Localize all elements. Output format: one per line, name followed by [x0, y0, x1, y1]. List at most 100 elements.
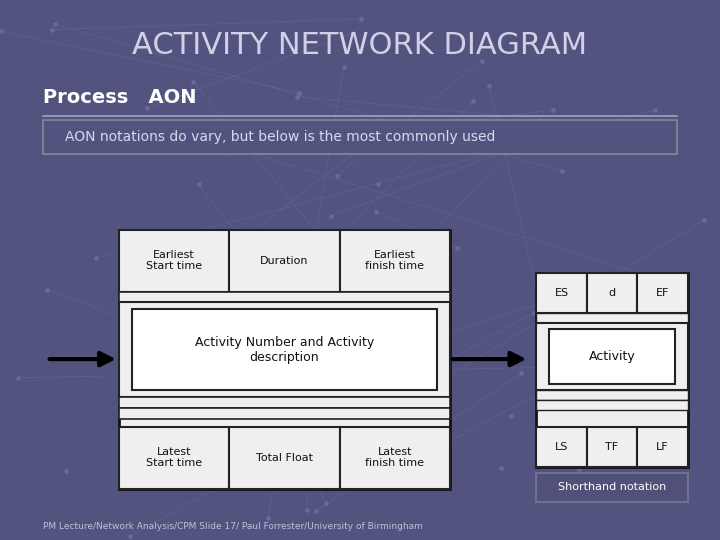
Point [320, 350, 331, 359]
Point [90, 254, 102, 262]
Point [355, 15, 366, 23]
Text: PM Lecture/Network Analysis/CPM Slide 17/ Paul Forrester/University of Birmingha: PM Lecture/Network Analysis/CPM Slide 17… [43, 522, 423, 531]
Point [495, 464, 507, 473]
Point [292, 92, 303, 101]
Point [49, 20, 60, 29]
Point [548, 105, 559, 114]
Text: EF: EF [656, 288, 669, 298]
Bar [536, 427, 587, 467]
Bar [119, 230, 229, 292]
Point [262, 514, 274, 522]
Bar [43, 120, 677, 154]
Text: Total Float: Total Float [256, 453, 313, 463]
Point [301, 506, 312, 515]
Bar [536, 273, 587, 313]
Point [12, 374, 24, 382]
Point [348, 29, 359, 37]
Point [467, 97, 479, 105]
Bar [119, 302, 450, 397]
Point [556, 167, 567, 176]
Point [665, 361, 676, 369]
Text: Earliest
Start time: Earliest Start time [146, 249, 202, 271]
Text: AON notations do vary, but below is the most commonly used: AON notations do vary, but below is the … [65, 130, 495, 144]
Point [515, 369, 526, 377]
Point [320, 498, 332, 507]
Text: Shorthand notation: Shorthand notation [558, 482, 666, 492]
Text: Latest
Start time: Latest Start time [146, 447, 202, 468]
Text: Activity: Activity [589, 350, 635, 363]
Text: ES: ES [554, 288, 569, 298]
Point [160, 294, 171, 302]
Text: ACTIVITY NETWORK DIAGRAM: ACTIVITY NETWORK DIAGRAM [132, 31, 588, 60]
Text: Process   AON: Process AON [43, 87, 197, 107]
Bar [340, 427, 450, 489]
Text: LF: LF [656, 442, 669, 452]
Point [193, 180, 204, 188]
Point [647, 125, 658, 133]
Bar [549, 329, 675, 384]
Text: Activity Number and Activity
description: Activity Number and Activity description [195, 336, 374, 363]
Point [649, 273, 661, 282]
Point [534, 116, 546, 124]
Text: Latest
finish time: Latest finish time [365, 447, 424, 468]
Point [269, 369, 280, 377]
Bar [119, 230, 450, 489]
Point [528, 309, 539, 318]
Bar [119, 427, 229, 489]
Point [649, 106, 660, 114]
Text: Earliest
finish time: Earliest finish time [365, 249, 424, 271]
Bar [536, 273, 688, 467]
Point [372, 180, 383, 188]
Point [248, 343, 260, 352]
Point [298, 286, 310, 294]
Bar [536, 400, 688, 410]
Point [258, 386, 269, 395]
Bar [587, 427, 637, 467]
Point [220, 148, 232, 157]
Point [142, 104, 153, 112]
Bar [119, 292, 450, 302]
Point [187, 78, 199, 86]
Point [46, 25, 58, 34]
Point [389, 117, 400, 126]
Point [261, 305, 272, 313]
Point [325, 212, 336, 220]
Point [148, 462, 159, 470]
Bar [119, 408, 450, 418]
Bar [132, 309, 437, 390]
Point [407, 456, 418, 465]
Text: Duration: Duration [260, 255, 309, 266]
Point [354, 281, 366, 289]
Point [451, 244, 462, 252]
Point [476, 57, 487, 65]
Point [371, 207, 382, 216]
Text: TF: TF [606, 442, 618, 452]
Bar [229, 230, 340, 292]
Text: LS: LS [555, 442, 568, 452]
Bar [637, 427, 688, 467]
Point [371, 287, 382, 295]
Point [505, 411, 516, 420]
Point [310, 507, 321, 516]
Point [0, 27, 6, 36]
Bar [536, 390, 688, 400]
Point [42, 286, 53, 294]
Bar [536, 472, 688, 502]
Bar [340, 230, 450, 292]
Point [698, 215, 710, 224]
Point [512, 143, 523, 151]
Point [124, 532, 135, 540]
Point [678, 312, 690, 320]
Bar [229, 427, 340, 489]
Bar [536, 313, 688, 323]
Point [293, 89, 305, 97]
Point [598, 279, 609, 287]
Point [202, 135, 213, 144]
Text: d: d [608, 288, 616, 298]
Point [382, 409, 393, 417]
Bar [637, 273, 688, 313]
Point [338, 63, 349, 71]
Point [573, 465, 585, 474]
Point [60, 467, 72, 475]
Bar [587, 273, 637, 313]
